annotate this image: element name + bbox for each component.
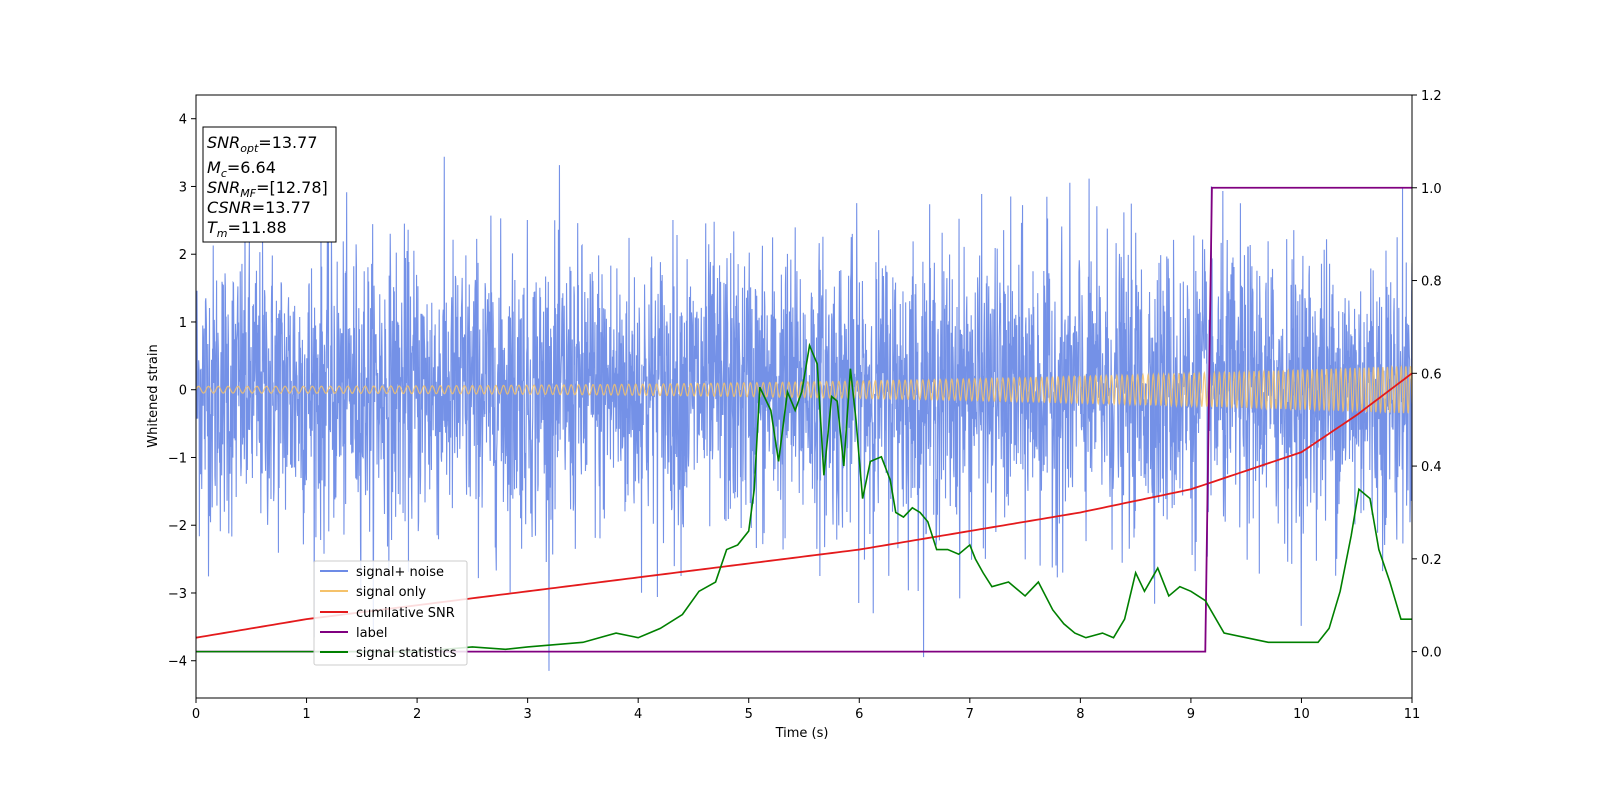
series-label-line bbox=[196, 186, 1412, 653]
x-tick-label: 9 bbox=[1187, 707, 1195, 722]
legend-label-signal-noise: signal+ noise bbox=[356, 565, 444, 580]
y-tick-label: −1 bbox=[168, 451, 187, 466]
y2-tick-label: 1.2 bbox=[1421, 89, 1442, 104]
legend-label-label: label bbox=[356, 626, 387, 641]
series-signal-statistics-line bbox=[196, 342, 1412, 653]
legend-label-signal-statistics: signal statistics bbox=[356, 646, 457, 661]
axes-layer: 0 1 2 3 4 5 6 7 8 9 10 1143210−1−2−3−41.21.00.80.60… bbox=[168, 89, 1442, 722]
y-tick-label: 3 bbox=[179, 180, 187, 195]
info-csnr: CSNR=13.77 bbox=[207, 198, 311, 217]
x-tick-label: 6 bbox=[855, 707, 863, 722]
x-tick-label: 10 bbox=[1293, 707, 1310, 722]
x-tick-label: 4 bbox=[634, 707, 642, 722]
x-axis-label: Time (s) bbox=[775, 726, 829, 741]
info-mc: Mc=6.64 bbox=[207, 158, 276, 180]
info-snr-opt: SNRopt=13.77 bbox=[207, 133, 318, 155]
x-tick-label: 8 bbox=[1076, 707, 1084, 722]
y-tick-label: 2 bbox=[179, 248, 187, 263]
y2-tick-label: 0.4 bbox=[1421, 460, 1442, 475]
y-tick-label: −3 bbox=[168, 587, 187, 602]
info-tm: Tm=11.88 bbox=[207, 218, 287, 240]
x-tick-label: 2 bbox=[413, 707, 421, 722]
legend: signal+ noise signal only cumilative SNR… bbox=[313, 560, 468, 666]
info-box: SNRopt=13.77 Mc=6.64 SNRMF=[12.78] CSNR=… bbox=[202, 126, 337, 243]
info-snr-mf: SNRMF=[12.78] bbox=[207, 178, 328, 200]
y2-tick-label: 0.6 bbox=[1421, 367, 1442, 382]
y2-tick-label: 0.2 bbox=[1421, 553, 1442, 568]
y2-tick-label: 0.0 bbox=[1421, 646, 1442, 661]
plot-frame bbox=[195, 94, 1413, 699]
x-tick-label: 0 bbox=[192, 707, 200, 722]
y-tick-label: −4 bbox=[168, 655, 187, 670]
x-tick-label: 5 bbox=[745, 707, 753, 722]
y-tick-label: 4 bbox=[179, 113, 187, 128]
y2-tick-label: 1.0 bbox=[1421, 182, 1442, 197]
y2-tick-label: 0.8 bbox=[1421, 275, 1442, 290]
y-tick-label: 0 bbox=[179, 384, 187, 399]
legend-label-cumulative-snr: cumilative SNR bbox=[356, 606, 455, 621]
x-tick-label: 1 bbox=[302, 707, 310, 722]
legend-label-signal-only: signal only bbox=[356, 585, 426, 600]
x-tick-label: 7 bbox=[966, 707, 974, 722]
x-tick-label: 3 bbox=[523, 707, 531, 722]
x-tick-label: 11 bbox=[1404, 707, 1421, 722]
y-tick-label: 1 bbox=[179, 316, 187, 331]
y-axis-label: Whitened strain bbox=[146, 344, 161, 447]
y-tick-label: −2 bbox=[168, 519, 187, 534]
